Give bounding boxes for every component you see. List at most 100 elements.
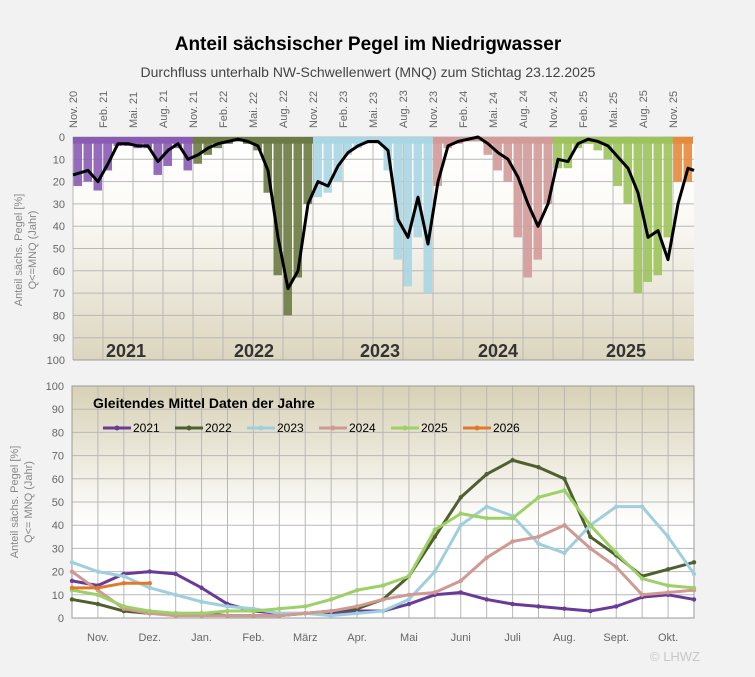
bottom-ylabel-line1: Anteil sächs. Pegel [%] bbox=[9, 446, 21, 559]
data-point bbox=[95, 601, 101, 607]
data-point bbox=[173, 592, 178, 597]
bar bbox=[633, 137, 642, 294]
data-point bbox=[562, 488, 567, 493]
x-tick-label: Nov. bbox=[87, 632, 109, 644]
bar bbox=[113, 137, 122, 146]
data-point bbox=[614, 604, 619, 609]
bar bbox=[643, 137, 652, 282]
data-point bbox=[536, 541, 541, 546]
x-tick-label: Sept. bbox=[603, 632, 629, 644]
data-point bbox=[639, 592, 645, 597]
bar bbox=[133, 137, 142, 149]
x-tick-label: Aug. 21 bbox=[158, 90, 170, 128]
chart-title: Anteil sächsischer Pegel im Niedrigwasse… bbox=[175, 34, 562, 55]
data-point bbox=[251, 613, 256, 618]
series-2025 bbox=[69, 488, 697, 616]
bar bbox=[103, 137, 112, 171]
x-tick-label: Nov. 25 bbox=[668, 91, 680, 128]
legend-item-2025: 2025 bbox=[391, 421, 448, 435]
data-point bbox=[691, 560, 697, 565]
year-label: 2024 bbox=[478, 341, 518, 361]
data-point bbox=[303, 611, 308, 616]
x-tick-label: Jan. bbox=[191, 632, 212, 644]
y-tick-label: 0 bbox=[58, 613, 64, 625]
legend-item-2021: 2021 bbox=[103, 421, 160, 435]
legend-item-2026: 2026 bbox=[463, 421, 520, 435]
data-point bbox=[458, 511, 463, 516]
series-line bbox=[72, 581, 150, 590]
data-point bbox=[588, 608, 593, 614]
x-tick-label: Mai. 22 bbox=[248, 92, 260, 128]
data-point bbox=[199, 585, 204, 591]
y-tick-label: 70 bbox=[53, 288, 65, 300]
moving-average-line bbox=[72, 135, 695, 291]
bar bbox=[183, 137, 192, 171]
data-point bbox=[536, 534, 541, 539]
data-point bbox=[406, 574, 412, 579]
x-tick-label: Aug. 23 bbox=[398, 90, 410, 128]
bar bbox=[433, 137, 442, 187]
data-point bbox=[562, 523, 567, 528]
y-tick-label: 40 bbox=[53, 221, 65, 233]
bar bbox=[253, 137, 262, 151]
x-tick-label: Feb. 21 bbox=[98, 91, 110, 128]
data-point bbox=[665, 583, 671, 588]
data-point bbox=[69, 578, 75, 584]
bar bbox=[343, 137, 352, 155]
bar bbox=[593, 137, 602, 151]
y-tick-label: 90 bbox=[53, 333, 65, 345]
y-tick-label: 50 bbox=[53, 244, 65, 256]
data-point bbox=[536, 604, 541, 609]
data-point bbox=[458, 578, 463, 584]
data-point bbox=[277, 613, 282, 618]
data-point bbox=[562, 476, 567, 481]
y-tick-label: 60 bbox=[53, 266, 65, 278]
copyright: © LHWZ bbox=[650, 649, 700, 664]
legend-label: 2025 bbox=[421, 421, 448, 435]
data-point bbox=[251, 608, 256, 614]
data-point bbox=[458, 495, 463, 500]
bar bbox=[603, 137, 612, 160]
data-point bbox=[199, 599, 204, 604]
data-point bbox=[225, 608, 230, 614]
legend-item-2022: 2022 bbox=[175, 421, 232, 435]
y-tick-label: 50 bbox=[52, 497, 64, 509]
x-tick-label: Nov. 20 bbox=[68, 91, 80, 128]
bar bbox=[83, 137, 92, 182]
x-tick-label: Dez. bbox=[138, 632, 161, 644]
data-point bbox=[432, 534, 438, 539]
data-point bbox=[354, 604, 360, 609]
bar bbox=[483, 137, 492, 155]
legend: 2021 2022 2023 2024 2025 2026 bbox=[103, 421, 520, 435]
data-point bbox=[458, 523, 463, 528]
bar bbox=[193, 137, 202, 164]
data-point bbox=[484, 516, 489, 521]
data-point bbox=[328, 608, 334, 614]
bottom-ylabel-line2: Q<= MNQ (Jahr) bbox=[23, 461, 35, 543]
data-point bbox=[665, 534, 671, 539]
data-point bbox=[95, 585, 101, 591]
data-point bbox=[536, 465, 541, 470]
x-tick-label: März bbox=[293, 632, 317, 644]
chart-subtitle: Durchfluss unterhalb NW-Schwellenwert (M… bbox=[141, 64, 596, 80]
data-point bbox=[69, 569, 75, 574]
data-point bbox=[639, 576, 645, 581]
plot-border bbox=[71, 385, 695, 619]
bar bbox=[663, 137, 672, 238]
data-point bbox=[588, 546, 593, 551]
data-point bbox=[69, 585, 75, 591]
data-point bbox=[691, 571, 697, 577]
bar bbox=[683, 137, 692, 182]
x-tick-label: Feb. bbox=[242, 632, 264, 644]
data-point bbox=[147, 569, 152, 574]
bar bbox=[293, 137, 302, 278]
data-point bbox=[665, 590, 671, 595]
bar bbox=[443, 137, 452, 149]
bar bbox=[283, 137, 292, 316]
bar bbox=[543, 137, 552, 204]
y-tick-label: 70 bbox=[52, 451, 64, 463]
legend-marker bbox=[114, 425, 120, 431]
year-label: 2022 bbox=[234, 341, 274, 361]
y-tick-label: 10 bbox=[53, 154, 65, 166]
